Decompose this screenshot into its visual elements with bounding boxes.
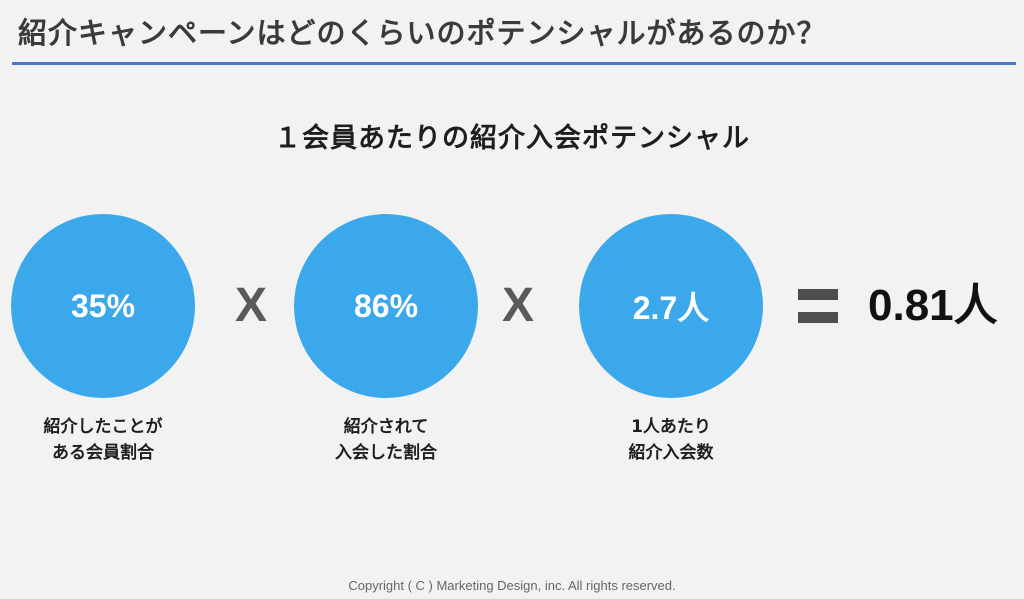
caption-line: 紹介したことが xyxy=(43,417,163,437)
copyright-notice: Copyright ( C ) Marketing Design, inc. A… xyxy=(348,578,676,593)
equals-bar xyxy=(798,289,838,300)
equals-icon xyxy=(798,289,838,323)
section-subtitle: １会員あたりの紹介入会ポテンシャル xyxy=(274,123,750,154)
term-value-referral-rate: 35% xyxy=(70,287,136,324)
caption-line: 入会した割合 xyxy=(335,443,437,463)
term-circle-referrals-per-person: 2.7人 xyxy=(579,214,763,398)
term-caption-referral-rate: 紹介したことが ある会員割合 xyxy=(0,414,223,466)
term-circle-referral-rate: 35% xyxy=(11,214,195,398)
slide-title: 紹介キャンペーンはどのくらいのポテンシャルがあるのか？ xyxy=(18,16,827,50)
title-underline xyxy=(12,62,1016,65)
term-caption-conversion-rate: 紹介されて 入会した割合 xyxy=(266,414,506,466)
caption-line: 1人あたり xyxy=(631,417,711,437)
term-value-conversion-rate: 86% xyxy=(353,287,419,324)
caption-line: 紹介されて xyxy=(343,417,429,437)
caption-line: ある会員割合 xyxy=(52,443,154,463)
caption-line: 紹介入会数 xyxy=(628,443,714,463)
multiply-operator: X xyxy=(501,279,534,332)
equals-bar xyxy=(798,312,838,323)
formula-result: 0.81人 xyxy=(868,281,998,330)
term-caption-referrals-per-person: 1人あたり 紹介入会数 xyxy=(551,414,791,466)
multiply-operator: X xyxy=(234,279,267,332)
term-value-referrals-per-person: 2.7人 xyxy=(632,290,710,326)
term-circle-conversion-rate: 86% xyxy=(294,214,478,398)
